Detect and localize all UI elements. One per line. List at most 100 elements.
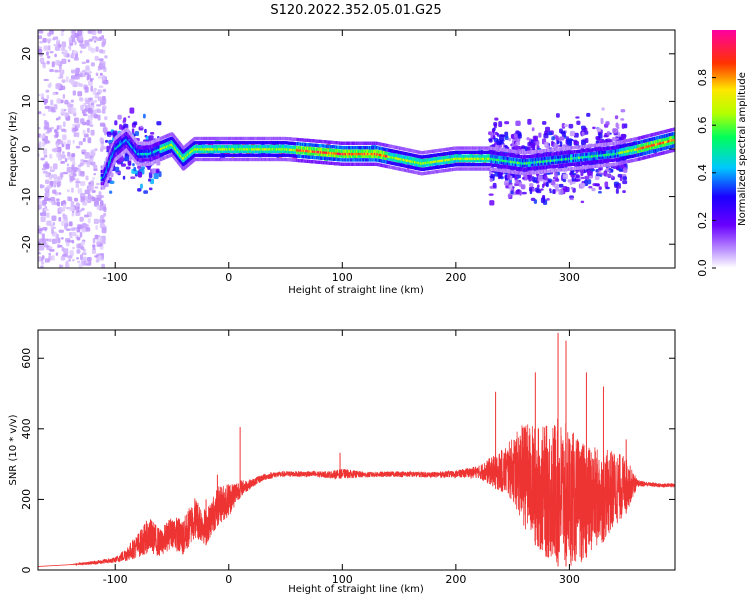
spectrogram-cell	[94, 99, 97, 103]
spectrogram-cell	[587, 179, 592, 185]
spectrogram-cell	[63, 52, 68, 57]
spectrogram-ridge-cell	[112, 144, 116, 148]
spectrogram-cell	[576, 120, 581, 125]
spectrogram-cell	[39, 57, 45, 63]
spectrogram-cell	[584, 179, 589, 186]
spectrogram-cell	[498, 134, 505, 141]
spectrogram-cell	[51, 200, 55, 206]
spectrogram-cell	[63, 108, 67, 112]
spectrogram-cell	[73, 132, 78, 137]
spectrogram-cell	[54, 129, 57, 134]
spectrogram-cell	[44, 163, 50, 169]
spectrogram-cell	[83, 159, 88, 163]
spectrogram-cell	[567, 179, 573, 183]
spectrogram-cell	[115, 171, 121, 174]
spectrogram-cell	[584, 130, 589, 135]
spectrogram-cell	[598, 190, 602, 194]
spectrogram-cell	[92, 244, 96, 248]
spectrogram-cell	[93, 109, 98, 114]
spectrogram-cell	[69, 156, 75, 162]
spectrogram-cell	[110, 172, 114, 178]
spectrogram-cell	[99, 195, 104, 199]
spectrogram-cell	[70, 34, 77, 39]
spectrogram-cell	[90, 30, 95, 33]
spectrogram-cell	[80, 196, 86, 203]
spectrogram-cell	[47, 45, 51, 51]
spectrogram-cell	[95, 225, 98, 230]
spectrogram-cell	[148, 187, 153, 191]
spectrogram-cell	[134, 131, 140, 137]
spectrogram-cell	[92, 89, 96, 95]
spectrogram-cell	[87, 137, 92, 144]
spectrogram-cell	[526, 137, 530, 141]
spectrogram-cell	[101, 108, 106, 114]
spectrogram-cell	[598, 186, 602, 190]
spectrogram-cell	[507, 193, 512, 199]
spectrogram-cell	[88, 182, 92, 185]
spectrogram-ridge-cell	[109, 169, 112, 174]
spectrogram-cell	[63, 203, 67, 210]
spectrogram-cell	[82, 137, 86, 143]
spectrogram-cell	[86, 65, 90, 71]
spectrogram-cell	[66, 157, 71, 160]
spectrogram-cell	[71, 239, 75, 244]
spectrogram-cell	[588, 175, 593, 179]
spectrogram-cell	[51, 107, 56, 113]
spectrogram-ridge-cell	[110, 149, 114, 153]
spectrogram-cell	[70, 53, 74, 59]
spectrogram-cell	[51, 215, 57, 222]
spectrogram-cell	[616, 123, 620, 127]
spectrogram-cell	[41, 233, 45, 239]
spectrogram-cell	[104, 116, 108, 121]
spectrogram-cell	[95, 195, 100, 198]
spectrogram-cell	[40, 93, 45, 98]
spectrogram-cell	[46, 38, 52, 42]
spectrogram-cell	[102, 88, 107, 93]
spectrogram-cell	[64, 253, 68, 258]
spectrogram-cell	[40, 216, 46, 223]
spectrogram-cell	[51, 61, 55, 68]
spectrogram-cell	[87, 74, 91, 79]
spectrogram-cell	[508, 137, 512, 142]
spectrogram-cell	[44, 188, 49, 192]
spectrogram-cell	[133, 166, 137, 172]
spectrogram-cell	[38, 141, 42, 148]
spectrogram-cell	[94, 113, 98, 119]
spectrogram-cell	[103, 212, 107, 217]
spectrogram-ridge-cell	[109, 161, 112, 165]
spectrogram-cell	[151, 168, 157, 175]
spectrogram-cell	[39, 53, 43, 57]
spectrogram-cell	[55, 117, 59, 121]
spectrogram-cell	[595, 168, 600, 173]
spectrogram-ridge-cell	[108, 171, 111, 175]
spectrogram-cell	[60, 31, 64, 37]
spectrogram-cell	[91, 105, 95, 109]
spectrogram-cell	[72, 90, 76, 96]
spectrogram-cell	[129, 107, 135, 114]
spectrogram-cell	[77, 164, 82, 168]
spectrogram-ridge-cell	[103, 185, 106, 189]
spectrogram-cell	[120, 163, 126, 167]
spectrogram-cell	[55, 39, 61, 42]
spectrogram-cell	[488, 139, 493, 143]
spectrogram-cell	[65, 143, 71, 150]
spectrogram-cell	[591, 187, 596, 192]
spectrogram-cell	[80, 240, 85, 246]
spectrogram-cell	[108, 139, 114, 145]
spectrogram-ridge-cell	[108, 150, 111, 154]
spectrogram-cell	[496, 139, 502, 146]
spectrogram-cell	[588, 186, 593, 189]
spectrogram-cell	[58, 206, 63, 213]
spectrogram-cell	[68, 196, 73, 202]
spectrogram-cell	[59, 68, 63, 74]
spectrogram-cell	[77, 123, 81, 126]
spectrogram-cell	[58, 180, 62, 187]
spectrogram-cell	[530, 142, 536, 149]
spectrogram-cell	[67, 103, 73, 108]
spectrogram-cell	[48, 238, 52, 243]
spectrogram-cell	[49, 169, 55, 172]
spectrogram-cell	[91, 196, 96, 202]
spectrogram-cell	[58, 229, 64, 233]
spectrogram-cell	[63, 248, 69, 255]
